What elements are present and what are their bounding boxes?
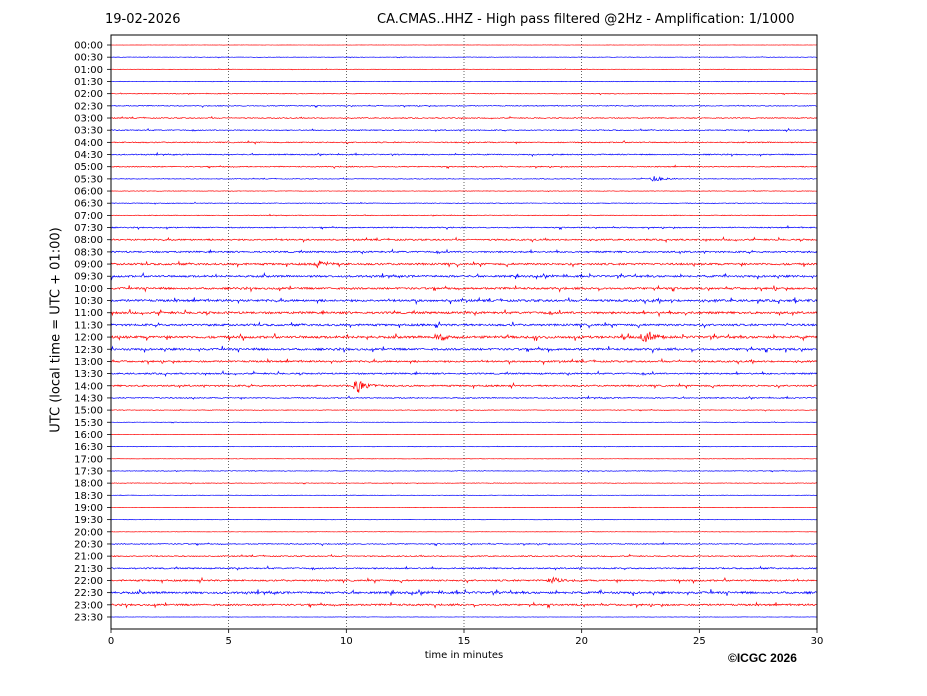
y-tick-label-2100: 21:00 bbox=[74, 552, 103, 563]
y-tick-label-1300: 13:00 bbox=[74, 357, 103, 368]
y-tick-label-1000: 10:00 bbox=[74, 284, 103, 295]
trace-1230 bbox=[110, 345, 817, 354]
y-tick-label-1630: 16:30 bbox=[74, 442, 103, 453]
y-tick-label-2300: 23:00 bbox=[74, 600, 103, 611]
y-tick-label-1730: 17:30 bbox=[74, 466, 103, 477]
y-tick-label-2200: 22:00 bbox=[74, 576, 103, 587]
trace-0200 bbox=[110, 92, 817, 96]
trace-0430 bbox=[110, 151, 817, 158]
trace-1900 bbox=[110, 506, 817, 509]
trace-2030 bbox=[110, 541, 817, 547]
y-tick-label-0330: 03:30 bbox=[74, 126, 103, 137]
y-tick-label-2030: 20:30 bbox=[74, 539, 103, 550]
trace-1400 bbox=[110, 380, 817, 393]
y-tick-label-1830: 18:30 bbox=[74, 491, 103, 502]
trace-2330 bbox=[110, 616, 817, 618]
y-tick-label-0930: 09:30 bbox=[74, 272, 103, 283]
trace-0400 bbox=[110, 139, 817, 145]
y-tick-label-2130: 21:30 bbox=[74, 564, 103, 575]
chart-title: CA.CMAS..HHZ - High pass filtered @2Hz -… bbox=[377, 12, 795, 27]
y-tick-label-0700: 07:00 bbox=[74, 211, 103, 222]
y-tick-label-0230: 02:30 bbox=[74, 101, 103, 112]
trace-2300 bbox=[110, 601, 817, 609]
y-tick-label-1900: 19:00 bbox=[74, 503, 103, 514]
y-tick-label-0830: 08:30 bbox=[74, 247, 103, 258]
y-tick-label-0030: 00:30 bbox=[74, 53, 103, 64]
trace-2100 bbox=[110, 553, 817, 558]
trace-0300 bbox=[110, 115, 817, 120]
trace-0600 bbox=[110, 189, 817, 193]
trace-1830 bbox=[110, 494, 817, 497]
y-tick-label-2330: 23:30 bbox=[74, 612, 103, 623]
y-tick-label-0400: 04:00 bbox=[74, 138, 103, 149]
y-tick-label-1600: 16:00 bbox=[74, 430, 103, 441]
y-tick-label-1700: 17:00 bbox=[74, 454, 103, 465]
trace-1800 bbox=[110, 482, 817, 485]
y-tick-label-0500: 05:00 bbox=[74, 162, 103, 173]
y-tick-label-1030: 10:30 bbox=[74, 296, 103, 307]
trace-1100 bbox=[110, 309, 817, 318]
x-tick-label-5: 5 bbox=[225, 636, 231, 647]
trace-1300 bbox=[110, 357, 817, 366]
y-tick-label-0630: 06:30 bbox=[74, 199, 103, 210]
trace-2000 bbox=[110, 531, 817, 533]
y-tick-label-0430: 04:30 bbox=[74, 150, 103, 161]
y-tick-label-1800: 18:00 bbox=[74, 479, 103, 490]
y-tick-label-0730: 07:30 bbox=[74, 223, 103, 234]
y-tick-label-1430: 14:30 bbox=[74, 393, 103, 404]
y-tick-label-1530: 15:30 bbox=[74, 418, 103, 429]
y-tick-label-1130: 11:30 bbox=[74, 320, 103, 331]
trace-0100 bbox=[110, 68, 817, 71]
y-tick-label-1400: 14:00 bbox=[74, 381, 103, 392]
y-tick-label-0100: 01:00 bbox=[74, 65, 103, 76]
trace-0530 bbox=[110, 176, 817, 182]
y-tick-label-0900: 09:00 bbox=[74, 260, 103, 271]
x-tick-label-30: 30 bbox=[811, 636, 824, 647]
y-tick-label-0600: 06:00 bbox=[74, 187, 103, 198]
x-axis-label: time in minutes bbox=[424, 650, 504, 661]
x-tick-label-20: 20 bbox=[575, 636, 588, 647]
y-tick-label-0300: 03:00 bbox=[74, 114, 103, 125]
y-tick-label-1330: 13:30 bbox=[74, 369, 103, 380]
trace-2130 bbox=[110, 565, 817, 571]
y-tick-label-1500: 15:00 bbox=[74, 406, 103, 417]
y-tick-label-0800: 08:00 bbox=[74, 235, 103, 246]
y-tick-label-1930: 19:30 bbox=[74, 515, 103, 526]
trace-0230 bbox=[110, 104, 817, 108]
x-tick-label-25: 25 bbox=[693, 636, 706, 647]
trace-0030 bbox=[110, 56, 817, 59]
trace-0500 bbox=[111, 164, 817, 170]
trace-0130 bbox=[110, 80, 817, 83]
y-tick-label-2000: 20:00 bbox=[74, 527, 103, 538]
trace-1200 bbox=[110, 331, 817, 343]
y-tick-label-1100: 11:00 bbox=[74, 308, 103, 319]
y-tick-label-0200: 02:00 bbox=[74, 89, 103, 100]
trace-0330 bbox=[110, 127, 817, 133]
trace-1030 bbox=[110, 296, 817, 306]
trace-1000 bbox=[110, 284, 817, 293]
copyright-label: ©ICGC 2026 bbox=[728, 651, 797, 665]
x-tick-label-0: 0 bbox=[108, 636, 114, 647]
y-tick-label-0530: 05:30 bbox=[74, 174, 103, 185]
date-label: 19-02-2026 bbox=[105, 12, 181, 27]
x-tick-label-10: 10 bbox=[340, 636, 353, 647]
y-tick-label-2230: 22:30 bbox=[74, 588, 103, 599]
y-tick-label-0000: 00:00 bbox=[74, 41, 103, 52]
trace-1330 bbox=[110, 370, 817, 377]
trace-1130 bbox=[110, 321, 817, 329]
y-tick-label-1200: 12:00 bbox=[74, 333, 103, 344]
y-tick-label-1230: 12:30 bbox=[74, 345, 103, 356]
y-tick-label-0130: 01:30 bbox=[74, 77, 103, 88]
x-tick-label-15: 15 bbox=[458, 636, 471, 647]
